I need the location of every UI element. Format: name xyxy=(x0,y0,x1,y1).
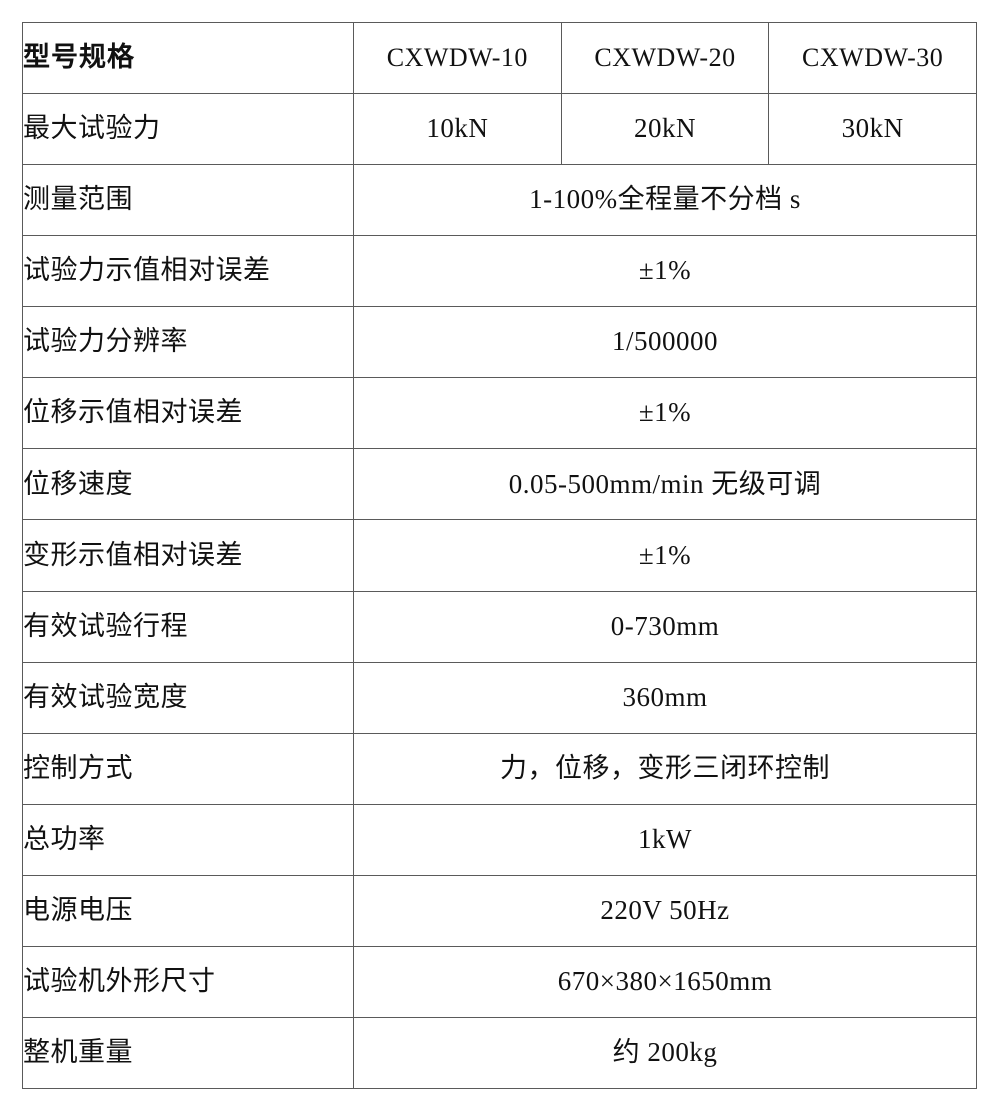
spec-table-container: 型号规格 CXWDW-10 CXWDW-20 CXWDW-30 最大试验力 10kN 20k… xyxy=(22,21,977,1090)
header-model-cell: CXWDW-10 xyxy=(353,21,562,95)
row-label-cell: 变形示值相对误差 xyxy=(22,519,354,592)
header-model-cell: CXWDW-20 xyxy=(560,21,770,95)
header-label-cell: 型号规格 xyxy=(22,21,354,95)
row-value-cell-merged: 1-100%全程量不分档 s xyxy=(353,164,977,237)
row-label-cell: 电源电压 xyxy=(22,874,354,947)
table-row: 最大试验力 10kN 20kN 30kN xyxy=(22,93,977,166)
row-label-cell: 测量范围 xyxy=(22,164,354,237)
row-value-cell-merged: 0-730mm xyxy=(353,590,977,663)
row-value-cell-merged: 1/500000 xyxy=(353,306,977,379)
row-label-cell: 最大试验力 xyxy=(22,93,354,166)
row-value-cell: 10kN xyxy=(353,93,562,166)
table-row: 变形示值相对误差 ±1% xyxy=(22,519,977,592)
row-label-cell: 试验机外形尺寸 xyxy=(22,945,354,1018)
table-row: 总功率 1kW xyxy=(22,803,977,876)
row-label-cell: 试验力示值相对误差 xyxy=(22,235,354,308)
header-model-cell: CXWDW-30 xyxy=(768,21,977,95)
table-row: 整机重量约 200kg xyxy=(22,1016,977,1090)
row-label-cell: 试验力分辨率 xyxy=(22,306,354,379)
table-row: 位移示值相对误差 ±1% xyxy=(22,377,977,450)
row-label-cell: 整机重量 xyxy=(22,1016,354,1090)
table-row: 有效试验行程 0-730mm xyxy=(22,590,977,663)
row-value-cell-merged: ±1% xyxy=(353,377,977,450)
row-label-cell: 位移速度 xyxy=(22,448,354,521)
row-label-cell: 控制方式 xyxy=(22,732,354,805)
row-label-cell: 位移示值相对误差 xyxy=(22,377,354,450)
row-value-cell-merged: 力，位移，变形三闭环控制 xyxy=(353,732,977,805)
row-value-cell-merged: 670×380×1650mm xyxy=(353,945,977,1018)
table-header-row: 型号规格 CXWDW-10 CXWDW-20 CXWDW-30 xyxy=(22,21,977,95)
row-value-cell-merged: ±1% xyxy=(353,519,977,592)
row-value-cell-merged: 约 200kg xyxy=(353,1016,977,1090)
table-row: 控制方式 力，位移，变形三闭环控制 xyxy=(22,732,977,805)
table-row: 位移速度 0.05-500mm/min 无级可调 xyxy=(22,448,977,521)
table-body: 型号规格 CXWDW-10 CXWDW-20 CXWDW-30 最大试验力 10kN 20k… xyxy=(22,21,977,1090)
row-label-cell: 总功率 xyxy=(22,803,354,876)
row-value-cell-merged: 360mm xyxy=(353,661,977,734)
table-row: 试验力示值相对误差 ±1% xyxy=(22,235,977,308)
table-row: 有效试验宽度 360mm xyxy=(22,661,977,734)
table-row: 电源电压 220V 50Hz xyxy=(22,874,977,947)
row-value-cell: 30kN xyxy=(768,93,977,166)
row-value-cell-merged: 0.05-500mm/min 无级可调 xyxy=(353,448,977,521)
specification-table: 型号规格 CXWDW-10 CXWDW-20 CXWDW-30 最大试验力 10kN 20k… xyxy=(22,21,977,1090)
row-value-cell-merged: ±1% xyxy=(353,235,977,308)
table-row: 测量范围 1-100%全程量不分档 s xyxy=(22,164,977,237)
row-label-cell: 有效试验行程 xyxy=(22,590,354,663)
row-value-cell: 20kN xyxy=(560,93,770,166)
table-row: 试验力分辨率 1/500000 xyxy=(22,306,977,379)
table-row: 试验机外形尺寸 670×380×1650mm xyxy=(22,945,977,1018)
row-value-cell-merged: 1kW xyxy=(353,803,977,876)
row-value-cell-merged: 220V 50Hz xyxy=(353,874,977,947)
row-label-cell: 有效试验宽度 xyxy=(22,661,354,734)
